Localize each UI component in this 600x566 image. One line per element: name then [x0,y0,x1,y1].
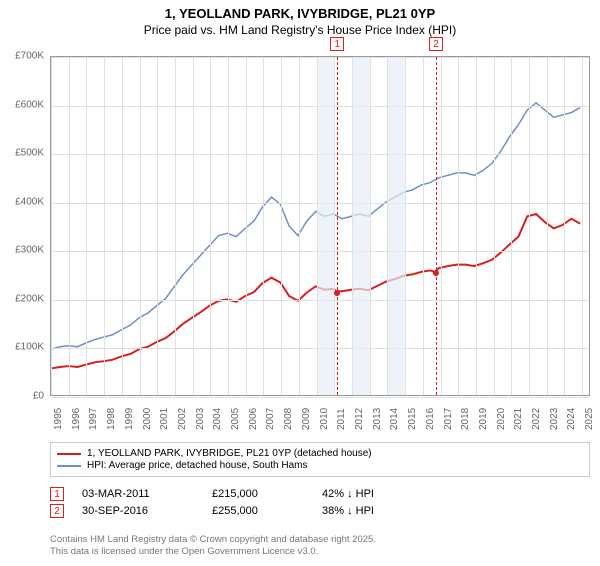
event-date: 30-SEP-2016 [82,505,212,517]
x-tick-label: 1999 [124,408,135,430]
footer-line-2: This data is licensed under the Open Gov… [50,546,376,558]
x-tick-label: 2002 [177,408,188,430]
event-price: £255,000 [212,505,322,517]
marker-line [337,57,338,395]
x-tick-label: 2020 [496,408,507,430]
chart-plot-area: 12 [50,56,590,396]
y-tick-label: £700K [15,51,44,62]
legend-label: HPI: Average price, detached house, Sout… [87,460,308,471]
y-tick-label: £300K [15,245,44,256]
y-tick-label: £0 [33,391,44,402]
data-point [433,270,439,276]
x-tick-label: 2008 [283,408,294,430]
marker-line [436,57,437,395]
marker-label: 1 [330,37,344,51]
x-tick-label: 1996 [71,408,82,430]
x-tick-label: 2006 [248,408,259,430]
legend-swatch [57,453,81,455]
chart-title: 1, YEOLLAND PARK, IVYBRIDGE, PL21 0YP [0,6,600,21]
event-number-box: 1 [50,487,64,501]
event-row: 1 03-MAR-2011£215,00042% ↓ HPI [50,487,374,501]
legend-label: 1, YEOLLAND PARK, IVYBRIDGE, PL21 0YP (d… [87,448,372,459]
y-tick-label: £400K [15,196,44,207]
data-point [334,290,340,296]
x-tick-label: 2007 [265,408,276,430]
y-tick-label: £500K [15,148,44,159]
footer-attribution: Contains HM Land Registry data © Crown c… [50,534,376,559]
x-tick-label: 2019 [478,408,489,430]
legend-item: 1, YEOLLAND PARK, IVYBRIDGE, PL21 0YP (d… [57,448,583,459]
x-tick-label: 2001 [159,408,170,430]
x-tick-label: 2021 [513,408,524,430]
x-tick-label: 2018 [460,408,471,430]
event-price: £215,000 [212,488,322,500]
x-tick-label: 2000 [142,408,153,430]
x-tick-label: 2010 [319,408,330,430]
event-diff: 42% ↓ HPI [322,488,374,500]
x-tick-label: 2017 [443,408,454,430]
event-date: 03-MAR-2011 [82,488,212,500]
x-tick-label: 2005 [230,408,241,430]
legend-swatch [57,465,81,467]
marker-label: 2 [429,37,443,51]
event-diff: 38% ↓ HPI [322,505,374,517]
series-property [51,214,580,368]
event-row: 2 30-SEP-2016£255,00038% ↓ HPI [50,504,374,518]
x-tick-label: 2023 [549,408,560,430]
y-tick-label: £600K [15,99,44,110]
events-table: 1 03-MAR-2011£215,00042% ↓ HPI 2 30-SEP-201… [50,484,374,521]
x-tick-label: 2022 [531,408,542,430]
y-axis: £0£100K£200K£300K£400K£500K£600K£700K [0,56,48,396]
y-tick-label: £200K [15,293,44,304]
legend-box: 1, YEOLLAND PARK, IVYBRIDGE, PL21 0YP (d… [50,442,590,477]
chart-subtitle: Price paid vs. HM Land Registry's House … [0,23,600,37]
legend-item: HPI: Average price, detached house, Sout… [57,460,583,471]
x-tick-label: 2013 [372,408,383,430]
x-tick-label: 2012 [354,408,365,430]
x-tick-label: 2016 [425,408,436,430]
x-tick-label: 1998 [106,408,117,430]
x-tick-label: 2003 [195,408,206,430]
x-tick-label: 2009 [301,408,312,430]
x-tick-label: 2011 [336,408,347,430]
series-hpi [51,103,580,349]
x-tick-label: 1995 [53,408,64,430]
x-tick-label: 1997 [88,408,99,430]
x-tick-label: 2025 [584,408,595,430]
x-tick-label: 2014 [389,408,400,430]
footer-line-1: Contains HM Land Registry data © Crown c… [50,534,376,546]
event-number-box: 2 [50,504,64,518]
x-axis: 1995 1996 1997 1998 1999 2000 2001 2002 2003 2004… [50,398,590,438]
x-tick-label: 2024 [566,408,577,430]
x-tick-label: 2015 [407,408,418,430]
y-tick-label: £100K [15,342,44,353]
x-tick-label: 2004 [212,408,223,430]
